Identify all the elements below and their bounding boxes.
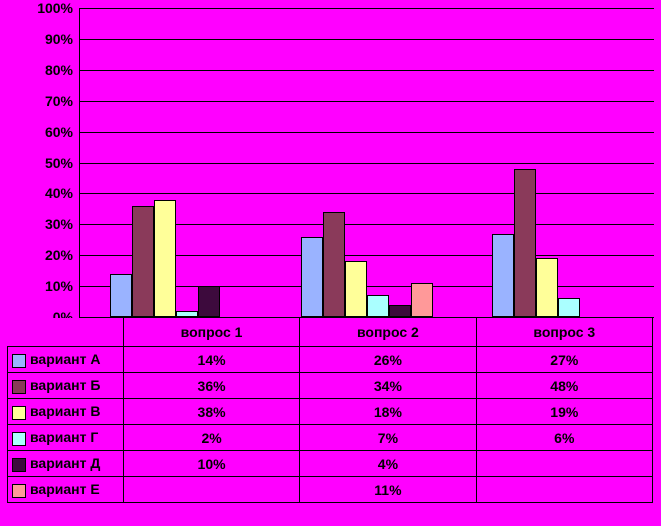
legend-swatch — [12, 484, 26, 498]
y-tick-label: 10% — [0, 278, 73, 294]
table-cell: 14% — [123, 347, 299, 373]
table-row: вариант А 14%26%27% — [8, 347, 653, 373]
table-row: вариант Е 11% — [8, 477, 653, 503]
legend-label: вариант В — [30, 403, 100, 419]
table-cell: 38% — [123, 399, 299, 425]
legend-cell: вариант А — [8, 347, 124, 373]
legend-swatch — [12, 406, 26, 420]
legend-cell: вариант Б — [8, 373, 124, 399]
table-cell: 26% — [300, 347, 476, 373]
y-tick-label: 100% — [0, 0, 73, 16]
table-cell: 19% — [476, 399, 652, 425]
legend-label: вариант Б — [30, 377, 100, 393]
table-row: вариант Б 36%34%48% — [8, 373, 653, 399]
y-tick-label: 40% — [0, 185, 73, 201]
bar — [345, 261, 367, 317]
table-cell — [476, 477, 652, 503]
legend-swatch — [12, 432, 26, 446]
table-category-header: вопрос 2 — [300, 318, 476, 347]
legend-label: вариант Д — [30, 455, 100, 471]
bar-group — [271, 8, 462, 317]
legend-swatch — [12, 354, 26, 368]
legend-label: вариант Г — [30, 429, 98, 445]
bar — [367, 295, 389, 317]
legend-cell: вариант Г — [8, 425, 124, 451]
bar — [514, 169, 536, 317]
legend-cell: вариант В — [8, 399, 124, 425]
bar — [323, 212, 345, 317]
table-cell: 18% — [300, 399, 476, 425]
y-tick-label: 80% — [0, 62, 73, 78]
table-header-row: вопрос 1вопрос 2вопрос 3 — [8, 318, 653, 347]
y-tick-label: 30% — [0, 216, 73, 232]
bar — [492, 234, 514, 317]
bar — [389, 305, 411, 317]
table-cell: 4% — [300, 451, 476, 477]
legend-label: вариант А — [30, 351, 100, 367]
table-cell: 48% — [476, 373, 652, 399]
legend-label: вариант Е — [30, 481, 100, 497]
bar — [154, 200, 176, 317]
y-tick-label: 70% — [0, 93, 73, 109]
y-tick-label: 50% — [0, 155, 73, 171]
bar — [110, 274, 132, 317]
table-category-header: вопрос 1 — [123, 318, 299, 347]
table-cell: 6% — [476, 425, 652, 451]
bar — [558, 298, 580, 317]
bar-group — [80, 8, 271, 317]
bar — [411, 283, 433, 317]
table-cell — [476, 451, 652, 477]
table-cell: 11% — [300, 477, 476, 503]
table-cell: 2% — [123, 425, 299, 451]
bar — [198, 286, 220, 317]
bar — [132, 206, 154, 317]
legend-swatch — [12, 458, 26, 472]
legend-cell: вариант Е — [8, 477, 124, 503]
y-tick-label: 60% — [0, 124, 73, 140]
table-row: вариант Д 10%4% — [8, 451, 653, 477]
table-corner-cell — [8, 318, 124, 347]
data-table: вопрос 1вопрос 2вопрос 3вариант А14%26%2… — [7, 317, 653, 503]
bar — [301, 237, 323, 317]
bar-group — [463, 8, 654, 317]
table-cell — [123, 477, 299, 503]
table-cell: 36% — [123, 373, 299, 399]
table-cell: 10% — [123, 451, 299, 477]
bar — [536, 258, 558, 317]
chart-canvas: 0%10%20%30%40%50%60%70%80%90%100%вопрос … — [0, 0, 661, 526]
table-cell: 27% — [476, 347, 652, 373]
plot-area — [79, 8, 654, 318]
table-category-header: вопрос 3 — [476, 318, 652, 347]
table-row: вариант Г 2%7%6% — [8, 425, 653, 451]
table-row: вариант В 38%18%19% — [8, 399, 653, 425]
legend-cell: вариант Д — [8, 451, 124, 477]
y-tick-label: 20% — [0, 247, 73, 263]
table-cell: 34% — [300, 373, 476, 399]
bars-container — [80, 8, 654, 317]
table-cell: 7% — [300, 425, 476, 451]
y-tick-label: 90% — [0, 31, 73, 47]
legend-swatch — [12, 380, 26, 394]
